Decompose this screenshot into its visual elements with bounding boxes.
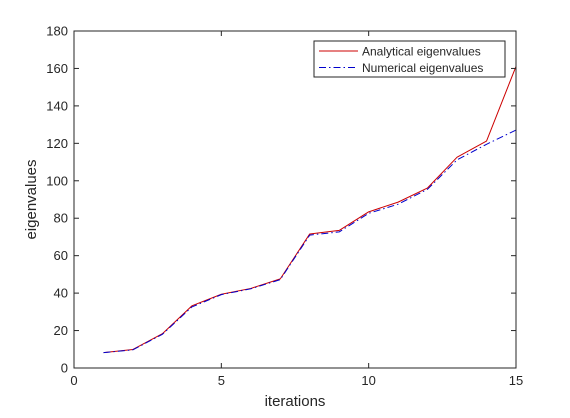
plot-area: [74, 31, 516, 368]
y-tick-label: 140: [46, 98, 68, 113]
x-tick-label: 0: [70, 373, 77, 388]
y-tick-label: 80: [54, 211, 68, 226]
x-axis-label: iterations: [265, 393, 326, 410]
axes-box: [73, 30, 517, 369]
y-tick-label: 0: [61, 361, 68, 376]
y-tick-label: 20: [54, 323, 68, 338]
legend-box: [313, 40, 506, 78]
y-tick-label: 100: [46, 173, 68, 188]
series-line-2: [103, 129, 517, 354]
y-tick-label: 40: [54, 286, 68, 301]
y-tick-label: 120: [46, 136, 68, 151]
series-line-1: [103, 66, 517, 354]
legend-label-2: Numerical eigenvalues: [362, 61, 483, 75]
y-tick-label: 60: [54, 248, 68, 263]
plot-background: [74, 31, 516, 368]
legend-label-1: Analytical eigenvalues: [362, 45, 481, 59]
x-tick-label: 5: [218, 373, 225, 388]
series-layer: [103, 66, 517, 354]
ticks-layer: 0 5 10 15 0 20 40 60 80 100 120 140 160 180: [46, 24, 523, 389]
x-tick-label: 10: [361, 373, 375, 388]
legend: Analytical eigenvalues Numerical eigenval…: [313, 40, 506, 78]
y-tick-label: 180: [46, 24, 68, 39]
x-tick-label: 15: [509, 373, 523, 388]
y-axis-label: eigenvalues: [23, 159, 40, 239]
axes-layer: [73, 30, 517, 369]
y-tick-label: 160: [46, 61, 68, 76]
